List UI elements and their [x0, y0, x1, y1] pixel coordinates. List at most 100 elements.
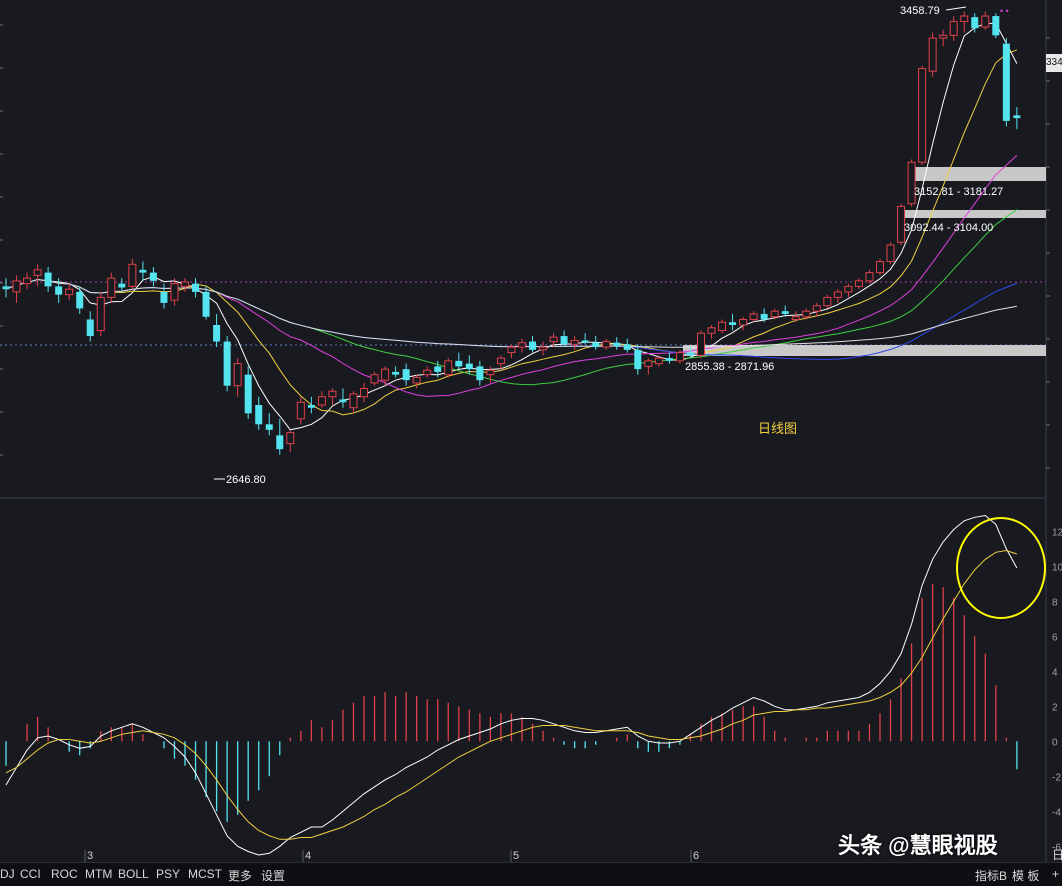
candle — [244, 366, 252, 419]
candle — [907, 159, 916, 207]
candle-body — [286, 432, 295, 445]
tab-dj[interactable]: DJ — [0, 867, 15, 881]
candle — [613, 337, 621, 350]
candle — [560, 330, 568, 348]
candle-body — [128, 263, 137, 287]
candle — [349, 391, 358, 414]
candle-body — [602, 341, 611, 348]
candle — [392, 366, 400, 378]
candle-body — [875, 261, 884, 274]
candle — [455, 352, 463, 370]
macd-axis-label: 6 — [1052, 632, 1058, 643]
zone2-label: 3092.44 - 3104.00 — [904, 222, 993, 234]
candle — [1013, 107, 1021, 130]
candle — [149, 267, 157, 287]
candle-body — [960, 15, 969, 23]
candle — [444, 358, 453, 378]
right-price-label: 334 — [1046, 54, 1062, 72]
candle — [960, 11, 969, 33]
dif-line — [5, 514, 1018, 856]
tab-mcst[interactable]: MCST — [188, 867, 222, 881]
chart-type-label: 日线图 — [758, 421, 797, 436]
macd-panel: 12 10 8 6 4 2 0 -2 -4 -6 — [5, 514, 1062, 856]
candle-body — [392, 371, 400, 375]
candle-body — [233, 363, 242, 387]
tab-settings[interactable]: 设置 — [261, 869, 286, 883]
x-tick-label: 5 — [513, 850, 519, 862]
candle-body — [749, 313, 758, 320]
candle-body — [517, 342, 526, 348]
highlight-circle — [956, 517, 1046, 619]
candle — [476, 360, 484, 386]
candle-body — [455, 360, 463, 367]
zone-band-2 — [902, 210, 1046, 218]
candle — [65, 283, 74, 301]
candle-body — [33, 269, 42, 276]
macd-axis-label: -6 — [1052, 842, 1061, 853]
high-label: 3458.79 — [900, 5, 940, 17]
candle-body — [23, 277, 32, 285]
candle-body — [696, 332, 705, 356]
candle-body — [202, 291, 210, 317]
tab-more[interactable]: 更多 — [228, 869, 253, 883]
ma120-line — [5, 278, 1017, 348]
tab-cci[interactable]: CCI — [20, 867, 41, 881]
candle — [286, 429, 295, 452]
add-button[interactable]: + — [1052, 867, 1060, 881]
macd-axis-label: 12 — [1052, 527, 1062, 538]
candle-body — [570, 339, 579, 345]
candle-body — [160, 291, 168, 303]
candle — [729, 313, 737, 331]
candle — [370, 371, 379, 386]
candle-body — [412, 376, 421, 384]
candle — [255, 396, 263, 430]
ma30-line — [5, 209, 1018, 386]
zone1-label: 3152.81 - 3181.27 — [914, 186, 1003, 198]
candle-body — [675, 352, 684, 362]
candle — [854, 278, 863, 290]
candle — [76, 286, 84, 314]
macd-axis-label: 8 — [1052, 597, 1058, 608]
tab-psy[interactable]: PSY — [156, 867, 181, 881]
candle — [496, 355, 505, 370]
candle-body — [854, 280, 863, 287]
candle-body — [529, 341, 536, 350]
low-label: 2646.80 — [226, 474, 266, 486]
candle — [128, 258, 137, 290]
candle — [465, 355, 473, 375]
candle — [770, 308, 779, 320]
candle — [296, 396, 305, 425]
candle-body — [802, 310, 811, 318]
candle — [918, 65, 927, 165]
macd-axis-label: -2 — [1052, 772, 1061, 783]
tab-boll[interactable]: BOLL — [118, 867, 149, 881]
candle-body — [949, 21, 958, 36]
candle-body — [613, 342, 621, 346]
candle-body — [760, 313, 768, 320]
candle-body — [107, 277, 116, 298]
candle-body — [971, 17, 979, 29]
candle — [276, 418, 284, 455]
tab-template[interactable]: 模 板 — [1012, 869, 1040, 883]
candle — [992, 13, 1000, 39]
candle — [539, 341, 548, 356]
candle-body — [12, 280, 21, 293]
candle-body — [317, 396, 326, 406]
candle — [886, 242, 895, 265]
candle-body — [339, 399, 347, 403]
candle-body — [465, 363, 473, 370]
tab-roc[interactable]: ROC — [51, 867, 78, 881]
candle — [844, 283, 853, 298]
candle-body — [402, 369, 410, 381]
candle-body — [791, 316, 800, 320]
support-zones — [683, 167, 1046, 356]
candle — [2, 278, 10, 298]
candle-body — [307, 405, 315, 408]
candle — [213, 313, 221, 348]
tab-indicator-b[interactable]: 指标B — [975, 869, 1008, 883]
candle-body — [770, 310, 779, 318]
tab-mtm[interactable]: MTM — [85, 867, 113, 881]
candle-body — [812, 305, 821, 312]
top-marker: • • — [1000, 6, 1009, 16]
candle — [434, 360, 442, 378]
